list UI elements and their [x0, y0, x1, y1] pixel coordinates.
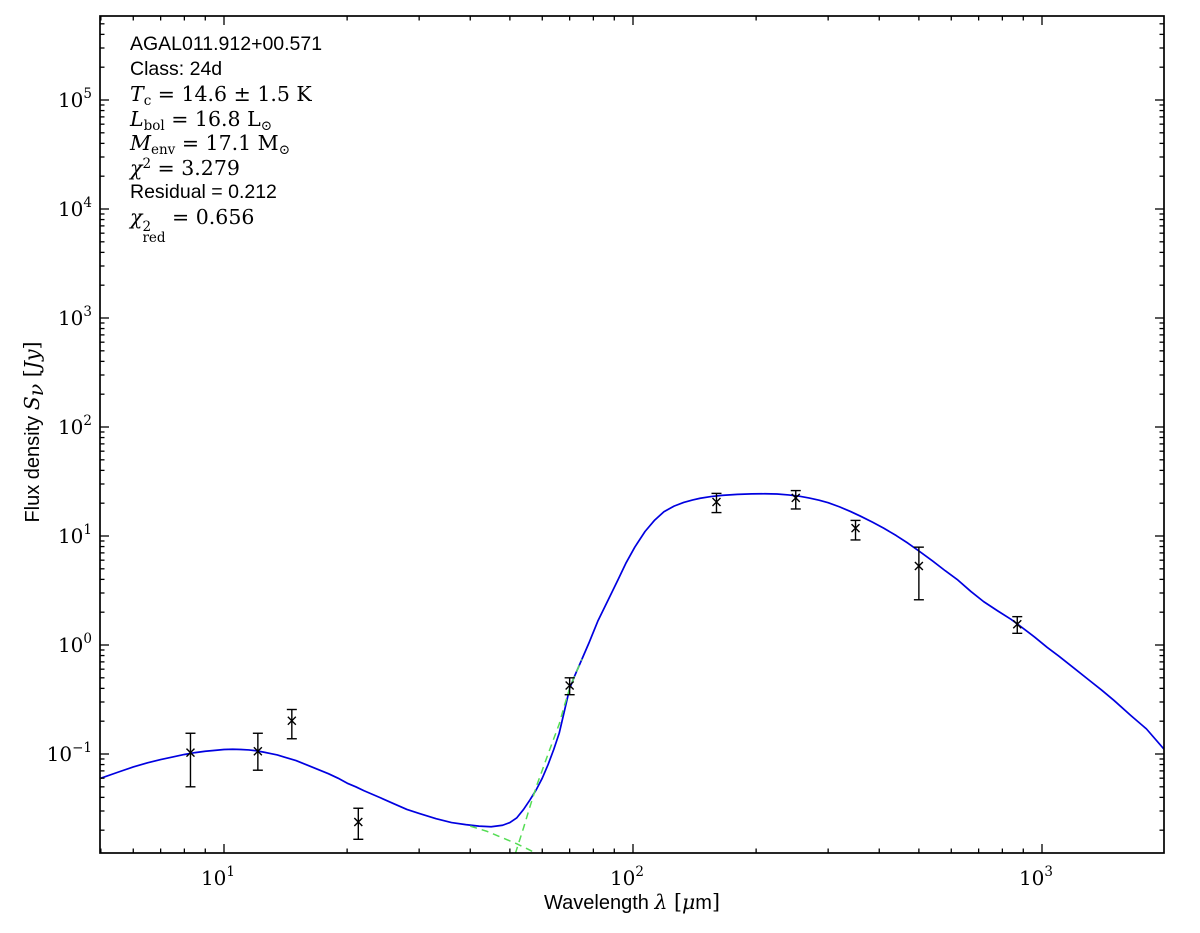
text-segment: c [143, 93, 152, 110]
data-point-5 [564, 677, 575, 696]
errorbar-segment [914, 561, 924, 571]
text-segment: = 17.1 M [175, 131, 279, 156]
errorbar-segment [565, 681, 575, 691]
y-tick-label: 101 [58, 522, 92, 548]
text-segment: T [130, 82, 144, 107]
data-point-7 [790, 489, 801, 510]
y-tick-label: 10−1 [47, 740, 92, 766]
stacked-script: 2 red [142, 219, 166, 247]
text-segment: ν [24, 383, 48, 397]
text-segment: χ [130, 205, 143, 230]
text-segment: ⊙ [260, 117, 273, 134]
y-tick-label: 105 [58, 86, 92, 112]
hot-component-curve [470, 825, 537, 853]
text-segment: Flux density [22, 410, 44, 523]
data-point-1 [185, 732, 196, 788]
data-point-2 [252, 732, 263, 771]
text-segment: = 0.656 [165, 205, 255, 230]
total-model-fit-curve [100, 492, 1164, 828]
y-tick-label: 102 [58, 413, 92, 439]
data-point-6 [711, 492, 722, 514]
text-segment: S [20, 396, 44, 411]
text-segment: = 14.6 ± 1.5 K [151, 82, 312, 107]
y-axis-label: Flux density Sν [Jy] [20, 341, 48, 522]
text-segment: λ [654, 890, 668, 914]
text-segment: μ [681, 890, 696, 914]
errorbar-segment [353, 817, 363, 827]
data-point-8 [850, 519, 861, 541]
annotation-envelope-mass: Menv = 17.1 M⊙ [130, 131, 322, 159]
text-segment: ⊙ [278, 142, 290, 159]
text-segment: m [695, 892, 712, 914]
text-segment: L [130, 106, 144, 131]
text-segment: Residual = 0.212 [130, 180, 277, 203]
text-segment: ] [711, 890, 720, 914]
annotation-luminosity: Lbol = 16.8 L⊙ [130, 106, 322, 134]
errorbar-segment [711, 497, 721, 507]
errorbar-segment [185, 748, 195, 758]
annotation-residual: Residual = 0.212 [130, 181, 322, 206]
errorbar-segment [1012, 619, 1022, 629]
y-tick-label: 104 [58, 195, 92, 221]
text-segment: = 3.279 [151, 155, 240, 180]
cold-component-curve [514, 658, 583, 853]
text-segment: M [130, 131, 151, 156]
text-segment: Class: 24d [130, 57, 223, 80]
annotation-block: AGAL011.912+00.571 Class: 24d Tc = 14.6 ± … [130, 33, 322, 245]
x-tick-label: 102 [610, 864, 644, 890]
text-segment: χ [130, 155, 143, 180]
annotation-temperature: Tc = 14.6 ± 1.5 K [130, 82, 322, 110]
text-segment: bol [143, 117, 165, 134]
text-segment: Jy [20, 349, 44, 370]
y-tick-label: 100 [58, 631, 92, 657]
plot-frame [99, 15, 1165, 854]
text-segment: env [151, 142, 176, 159]
annotation-chi-square: χ2 = 3.279 [130, 156, 322, 181]
annotation-chi-square-reduced: χ 2 red = 0.656 [130, 205, 322, 245]
text-segment: = 16.8 L [164, 106, 261, 131]
errorbar-segment [287, 716, 297, 726]
annotation-source-name: AGAL011.912+00.571 [130, 33, 322, 58]
y-tick-label: 103 [58, 304, 92, 330]
errorbar-segment [791, 493, 801, 503]
text-segment: ] [20, 341, 44, 350]
x-tick-label: 101 [201, 864, 235, 890]
text-segment: Wavelength [544, 892, 655, 914]
x-tick-label: 103 [1019, 864, 1053, 890]
data-point-10 [1012, 615, 1023, 635]
x-axis-label: Wavelength λ [μm] [544, 890, 720, 915]
text-segment: 2 [142, 155, 152, 172]
text-segment: [ [20, 369, 44, 384]
errorbar-segment [253, 746, 263, 756]
errorbar-segment [851, 523, 861, 533]
data-point-9 [913, 546, 924, 601]
text-segment: AGAL011.912+00.571 [130, 33, 323, 55]
data-point-3 [286, 708, 297, 740]
data-point-4 [353, 807, 364, 840]
text-segment: [ [667, 890, 682, 914]
annotation-class: Class: 24d [130, 58, 322, 83]
